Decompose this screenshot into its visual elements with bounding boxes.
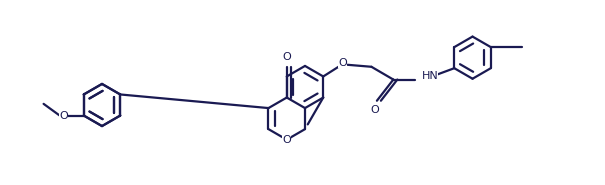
Text: O: O bbox=[338, 58, 347, 68]
Text: O: O bbox=[59, 110, 68, 121]
Text: O: O bbox=[283, 51, 291, 61]
Text: O: O bbox=[370, 105, 379, 115]
Text: O: O bbox=[283, 135, 291, 145]
Text: HN: HN bbox=[422, 70, 438, 80]
